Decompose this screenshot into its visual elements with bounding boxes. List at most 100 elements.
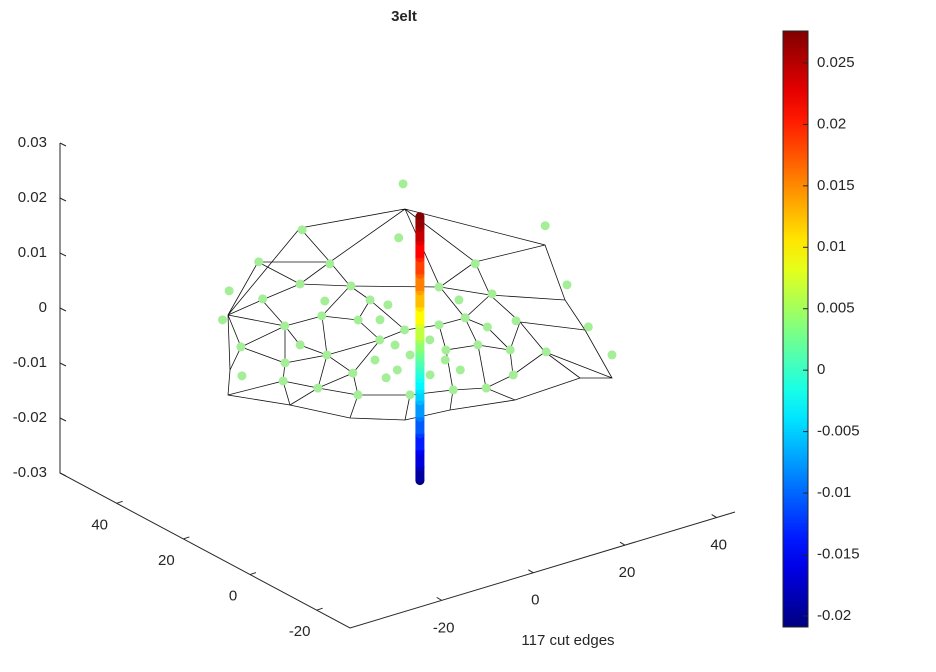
point <box>460 313 470 323</box>
z-tick-label: 0.01 <box>18 244 47 261</box>
point <box>346 281 356 291</box>
point <box>405 390 415 400</box>
z-tick-label: -0.03 <box>13 464 47 481</box>
y-tick <box>183 536 190 540</box>
colorbar-tick-label: -0.015 <box>817 545 860 562</box>
point <box>317 311 327 321</box>
colorbar-tick-label: 0.025 <box>817 54 855 71</box>
point <box>454 295 464 305</box>
point <box>455 365 465 375</box>
z-tick <box>59 417 67 422</box>
point <box>383 300 393 310</box>
x-tick-label: 0 <box>531 592 539 609</box>
x-tick <box>528 569 534 574</box>
point <box>375 335 385 345</box>
point <box>370 355 380 365</box>
colorbar-tick-label: 0.01 <box>817 238 846 255</box>
point <box>394 233 404 243</box>
point <box>440 355 450 365</box>
point <box>508 370 518 380</box>
z-tick-label: 0.02 <box>18 189 47 206</box>
point <box>375 315 385 325</box>
colorbar-tick-label: 0.005 <box>817 300 855 317</box>
point <box>392 365 402 375</box>
y-tick <box>316 607 323 611</box>
point <box>295 340 305 350</box>
x-tick-label: 20 <box>619 564 636 581</box>
point <box>236 342 246 352</box>
z-tick <box>59 252 67 257</box>
z-tick <box>59 142 67 147</box>
colorbar-tick-label: -0.005 <box>817 423 860 440</box>
point <box>325 259 335 269</box>
point <box>482 322 492 332</box>
x-tick <box>619 541 626 546</box>
point <box>607 350 617 360</box>
y-tick-label: 40 <box>91 516 108 533</box>
z-tick <box>59 472 67 477</box>
point <box>505 345 515 355</box>
z-tick <box>59 307 67 312</box>
y-tick <box>116 500 123 504</box>
point <box>278 376 288 386</box>
point <box>425 335 435 345</box>
point <box>224 286 234 296</box>
point <box>280 358 290 368</box>
point <box>398 179 408 189</box>
point <box>541 347 551 357</box>
point <box>254 257 264 267</box>
point <box>511 316 521 326</box>
point <box>425 370 435 380</box>
point <box>473 340 483 350</box>
point <box>365 295 375 305</box>
y-tick <box>249 572 257 576</box>
point <box>583 322 593 332</box>
z-tick-label: -0.02 <box>13 409 47 426</box>
colorbar <box>782 30 809 628</box>
point <box>434 282 444 292</box>
point <box>441 345 451 355</box>
point <box>540 221 550 231</box>
point <box>322 350 332 360</box>
stem-point <box>415 212 425 222</box>
point <box>562 280 572 290</box>
point <box>487 289 497 299</box>
colorbar-tick-label: 0 <box>817 361 825 378</box>
point <box>313 383 323 393</box>
z-tick <box>59 197 67 202</box>
point <box>381 373 391 383</box>
point <box>237 371 247 381</box>
x-tick-label: 40 <box>710 536 727 553</box>
colorbar-tick-label: -0.01 <box>817 484 851 501</box>
point <box>481 383 491 393</box>
y-tick-label: -20 <box>289 623 311 640</box>
x-tick <box>711 514 717 518</box>
point <box>353 315 363 325</box>
z-tick <box>59 362 67 367</box>
y-tick-label: 0 <box>229 588 237 605</box>
point <box>258 294 268 304</box>
colorbar-tick-label: -0.02 <box>817 607 851 624</box>
point <box>448 385 458 395</box>
point <box>218 315 227 325</box>
y-tick-label: 20 <box>158 552 175 569</box>
point <box>390 340 400 350</box>
point <box>295 279 305 289</box>
point <box>405 350 415 360</box>
x-tick-label: -20 <box>433 619 455 636</box>
point <box>348 368 358 378</box>
point <box>353 390 363 400</box>
x-tick <box>436 596 442 601</box>
z-tick-label: 0 <box>39 299 47 316</box>
point <box>400 325 410 335</box>
x-axis-label: 117 cut edges <box>521 632 614 649</box>
z-tick-label: -0.01 <box>13 354 47 371</box>
point <box>434 320 444 330</box>
point <box>280 321 290 331</box>
point <box>320 296 330 306</box>
point <box>470 259 480 269</box>
colorbar-tick-label: 0.015 <box>817 177 855 194</box>
point <box>297 225 307 235</box>
z-tick-label: 0.03 <box>18 134 47 151</box>
